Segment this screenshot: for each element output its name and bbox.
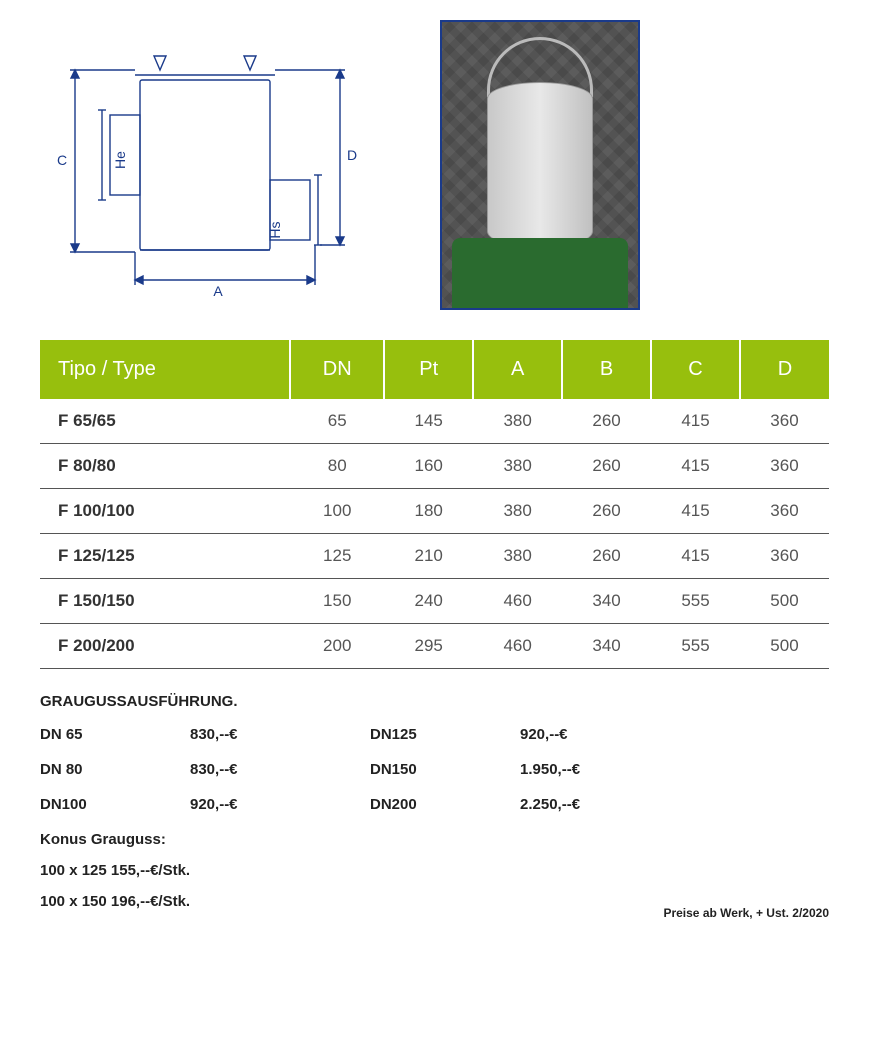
- table-cell: 555: [651, 579, 740, 624]
- product-photo: [440, 20, 640, 310]
- table-cell: 65: [290, 399, 384, 444]
- table-cell: F 200/200: [40, 624, 290, 669]
- konus-line: 100 x 125 155,--€/Stk.: [40, 862, 829, 879]
- price-label: DN150: [370, 761, 520, 778]
- price-label: DN200: [370, 796, 520, 813]
- table-cell: 380: [473, 444, 562, 489]
- table-cell: 380: [473, 489, 562, 534]
- table-cell: 340: [562, 624, 651, 669]
- table-cell: 500: [740, 624, 829, 669]
- price-grid: DN 65830,--€DN125920,--€DN 80830,--€DN15…: [40, 726, 829, 813]
- table-cell: 360: [740, 534, 829, 579]
- table-cell: 415: [651, 444, 740, 489]
- table-cell: 145: [384, 399, 473, 444]
- konus-title: Konus Grauguss:: [40, 831, 829, 848]
- table-cell: 360: [740, 399, 829, 444]
- table-cell: 380: [473, 399, 562, 444]
- price-label: DN 80: [40, 761, 190, 778]
- table-cell: F 150/150: [40, 579, 290, 624]
- table-cell: F 80/80: [40, 444, 290, 489]
- table-cell: 160: [384, 444, 473, 489]
- price-value: 1.950,--€: [520, 761, 670, 778]
- price-label: DN100: [40, 796, 190, 813]
- table-cell: 260: [562, 489, 651, 534]
- table-row: F 150/150150240460340555500: [40, 579, 829, 624]
- table-cell: 125: [290, 534, 384, 579]
- table-cell: 240: [384, 579, 473, 624]
- table-cell: 460: [473, 579, 562, 624]
- table-cell: 150: [290, 579, 384, 624]
- table-row: F 100/100100180380260415360: [40, 489, 829, 534]
- price-value: 920,--€: [520, 726, 670, 743]
- table-cell: 80: [290, 444, 384, 489]
- table-cell: F 125/125: [40, 534, 290, 579]
- table-cell: 340: [562, 579, 651, 624]
- table-cell: 200: [290, 624, 384, 669]
- table-cell: 295: [384, 624, 473, 669]
- table-row: F 125/125125210380260415360: [40, 534, 829, 579]
- table-row: F 80/8080160380260415360: [40, 444, 829, 489]
- table-row: F 65/6565145380260415360: [40, 399, 829, 444]
- table-cell: 500: [740, 579, 829, 624]
- table-cell: 380: [473, 534, 562, 579]
- table-cell: 415: [651, 534, 740, 579]
- table-cell: F 65/65: [40, 399, 290, 444]
- table-header-cell: DN: [290, 340, 384, 399]
- price-value: 920,--€: [190, 796, 370, 813]
- table-cell: 415: [651, 489, 740, 534]
- table-cell: F 100/100: [40, 489, 290, 534]
- price-value: 830,--€: [190, 726, 370, 743]
- spec-table: Tipo / TypeDNPtABCD F 65/656514538026041…: [40, 340, 829, 669]
- pricing-title: GRAUGUSSAUSFÜHRUNG.: [40, 693, 829, 710]
- table-header-cell: Pt: [384, 340, 473, 399]
- dim-label-a: A: [213, 283, 223, 299]
- table-header-cell: D: [740, 340, 829, 399]
- table-cell: 210: [384, 534, 473, 579]
- price-value: 2.250,--€: [520, 796, 670, 813]
- table-header-cell: C: [651, 340, 740, 399]
- table-cell: 460: [473, 624, 562, 669]
- price-label: DN 65: [40, 726, 190, 743]
- dim-label-d: D: [347, 147, 357, 163]
- table-header-cell: A: [473, 340, 562, 399]
- dim-label-hs: Hs: [267, 221, 283, 238]
- table-cell: 260: [562, 444, 651, 489]
- table-header-cell: B: [562, 340, 651, 399]
- table-cell: 180: [384, 489, 473, 534]
- price-value: 830,--€: [190, 761, 370, 778]
- table-cell: 360: [740, 444, 829, 489]
- table-header-cell: Tipo / Type: [40, 340, 290, 399]
- dim-label-he: He: [112, 151, 128, 169]
- technical-drawing: A C D He Hs: [40, 20, 360, 300]
- table-cell: 100: [290, 489, 384, 534]
- table-cell: 260: [562, 534, 651, 579]
- table-row: F 200/200200295460340555500: [40, 624, 829, 669]
- table-cell: 555: [651, 624, 740, 669]
- table-cell: 415: [651, 399, 740, 444]
- price-label: DN125: [370, 726, 520, 743]
- table-cell: 360: [740, 489, 829, 534]
- dim-label-c: C: [57, 152, 67, 168]
- table-cell: 260: [562, 399, 651, 444]
